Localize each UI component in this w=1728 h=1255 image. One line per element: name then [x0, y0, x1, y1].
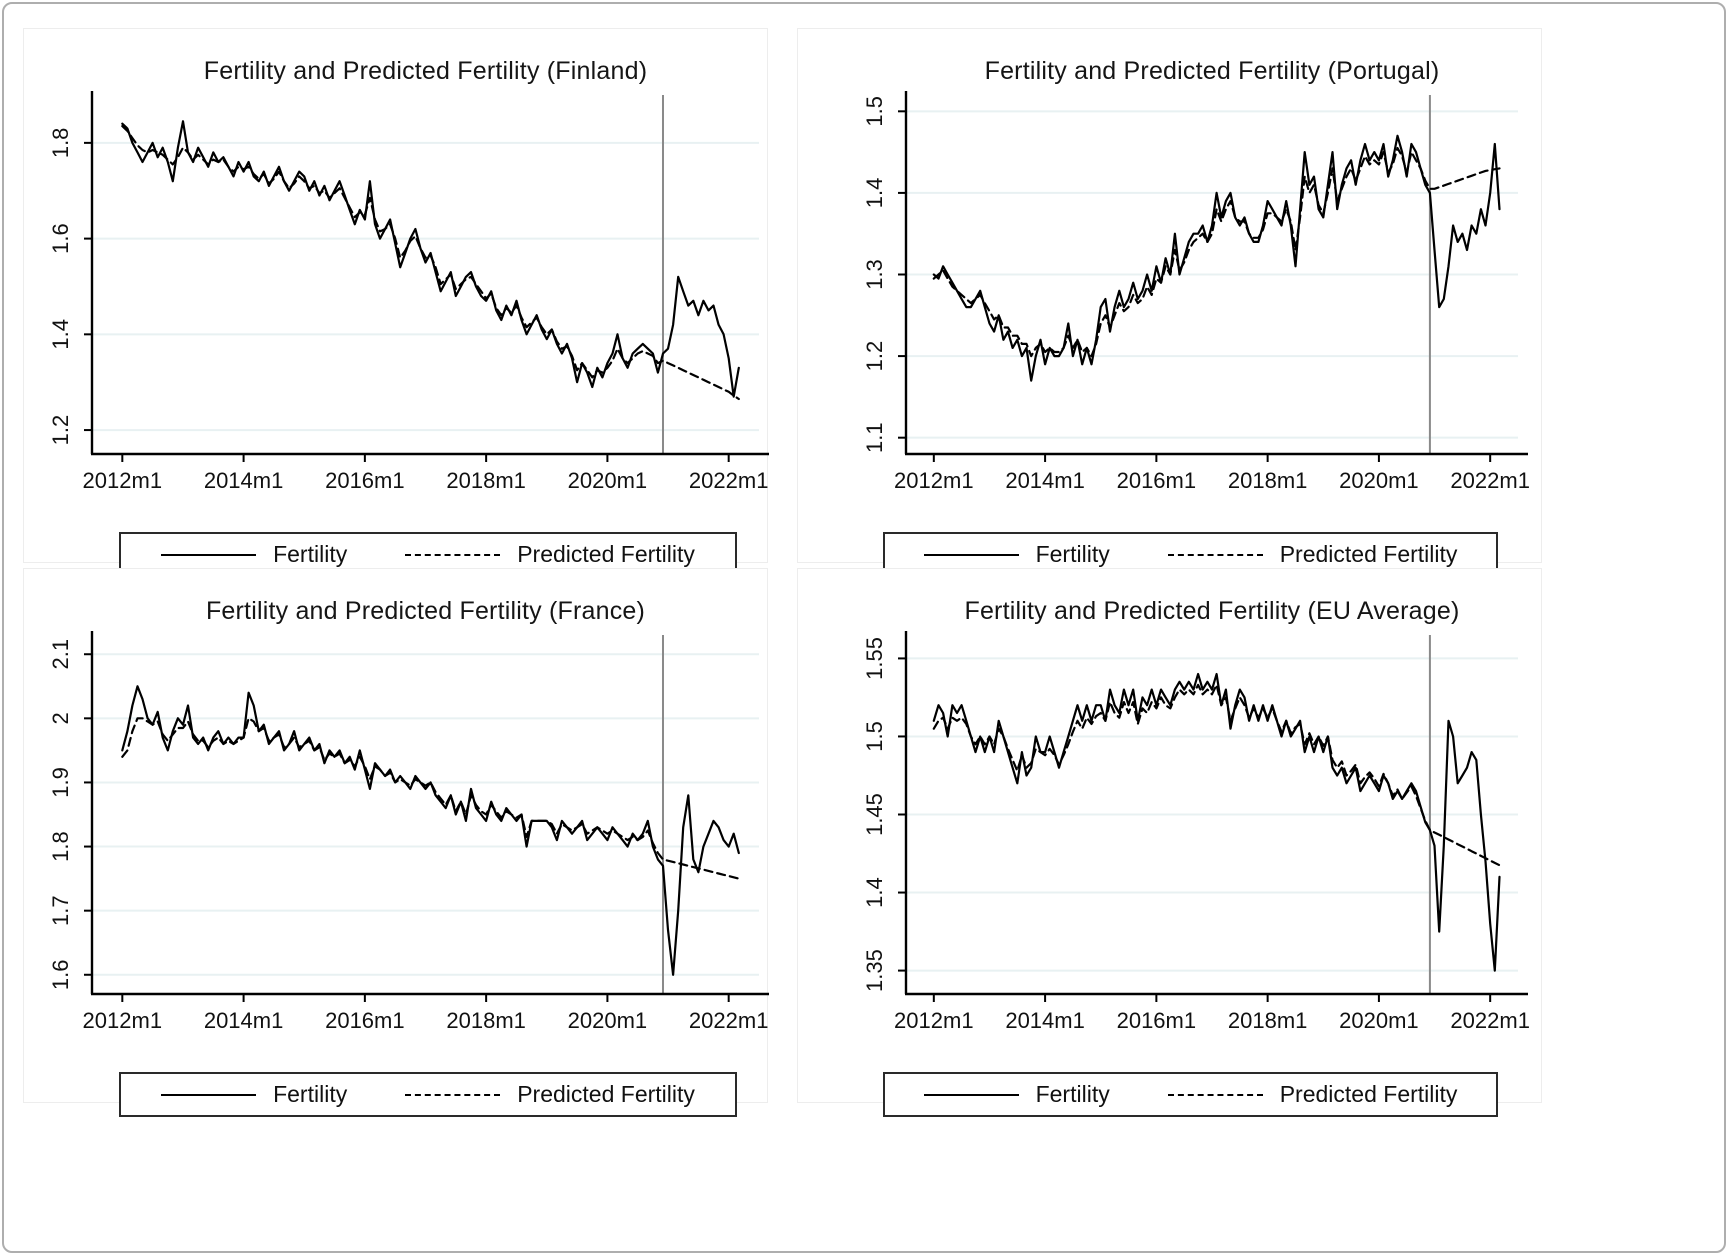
svg-text:1.3: 1.3: [862, 259, 887, 290]
svg-text:1.55: 1.55: [862, 637, 887, 680]
svg-text:1.6: 1.6: [48, 959, 73, 990]
svg-text:1.4: 1.4: [862, 178, 887, 209]
svg-text:2012m1: 2012m1: [894, 1008, 974, 1033]
svg-text:2016m1: 2016m1: [325, 468, 405, 493]
chart-title-finland: Fertility and Predicted Fertility (Finla…: [203, 57, 648, 85]
legend-label-predicted: Predicted Fertility: [517, 541, 695, 567]
panel-finland: Fertility and Predicted Fertility (Finla…: [23, 28, 769, 577]
predicted-line-sample: [405, 1093, 501, 1096]
legend-label-predicted: Predicted Fertility: [1279, 541, 1458, 567]
legend-label-predicted: Predicted Fertility: [517, 1081, 695, 1107]
svg-text:2022m1: 2022m1: [1450, 1008, 1530, 1033]
svg-text:1.4: 1.4: [48, 319, 73, 350]
fertility-line-sample: [923, 553, 1019, 556]
series-predicted-fertility: [121, 124, 740, 401]
panel-eu-average: Fertility and Predicted Fertility (EU Av…: [797, 568, 1542, 1117]
svg-text:1.5: 1.5: [862, 721, 887, 752]
svg-text:2012m1: 2012m1: [83, 1008, 163, 1033]
chart-title-france: Fertility and Predicted Fertility (Franc…: [205, 597, 646, 625]
svg-text:2022m1: 2022m1: [689, 1008, 769, 1033]
svg-text:2014m1: 2014m1: [204, 1008, 284, 1033]
svg-text:2014m1: 2014m1: [1005, 1008, 1085, 1033]
svg-text:2018m1: 2018m1: [1228, 1008, 1308, 1033]
panel-france: Fertility and Predicted Fertility (Franc…: [23, 568, 769, 1117]
svg-text:2018m1: 2018m1: [1228, 468, 1308, 493]
fertility-line-sample: [161, 1093, 257, 1096]
svg-text:2020m1: 2020m1: [568, 1008, 648, 1033]
svg-text:2016m1: 2016m1: [1117, 1008, 1197, 1033]
svg-text:2.1: 2.1: [48, 639, 73, 670]
legend-label-fertility: Fertility: [273, 541, 348, 567]
panel-portugal: Fertility and Predicted Fertility (Portu…: [797, 28, 1542, 577]
svg-text:2016m1: 2016m1: [325, 1008, 405, 1033]
legend-label-fertility: Fertility: [1035, 1081, 1110, 1107]
series-fertility: [121, 120, 740, 398]
plot-eu-average: 1.35 1.4 1.45 1.5 1.55 2012m1 2014m1 2016m1 2018…: [862, 631, 1530, 1033]
svg-text:2020m1: 2020m1: [1339, 1008, 1419, 1033]
predicted-line-sample: [405, 553, 501, 556]
svg-text:1.8: 1.8: [48, 831, 73, 862]
fertility-line-sample: [161, 553, 257, 556]
series-predicted-fertility: [121, 717, 740, 880]
legend-label-fertility: Fertility: [1035, 541, 1110, 567]
svg-text:2022m1: 2022m1: [689, 468, 769, 493]
svg-text:1.45: 1.45: [862, 793, 887, 836]
legend-box-france: Fertility Predicted Fertility: [119, 1072, 737, 1117]
plot-finland: 1.2 1.4 1.6 1.8 2012m1 2014m1 2016m1 2018m1 2020…: [48, 91, 769, 493]
series-fertility: [121, 685, 740, 976]
svg-text:1.5: 1.5: [862, 96, 887, 127]
svg-text:1.7: 1.7: [48, 895, 73, 926]
chart-title-eu-average: Fertility and Predicted Fertility (EU Av…: [964, 597, 1460, 625]
fertility-line-sample: [923, 1093, 1019, 1096]
svg-text:2022m1: 2022m1: [1450, 468, 1530, 493]
svg-text:2016m1: 2016m1: [1117, 468, 1197, 493]
predicted-line-sample: [1167, 553, 1263, 556]
svg-text:2014m1: 2014m1: [204, 468, 284, 493]
svg-text:2020m1: 2020m1: [1339, 468, 1419, 493]
legend-label-fertility: Fertility: [273, 1081, 348, 1107]
svg-text:1.6: 1.6: [48, 223, 73, 254]
svg-text:2018m1: 2018m1: [446, 468, 526, 493]
plot-portugal: 1.1 1.2 1.3 1.4 1.5 2012m1 2014m1 2016m1 2018m1 2…: [862, 91, 1530, 493]
svg-text:1.2: 1.2: [862, 341, 887, 372]
svg-text:2: 2: [48, 712, 73, 724]
svg-text:2012m1: 2012m1: [894, 468, 974, 493]
legend-label-predicted: Predicted Fertility: [1279, 1081, 1458, 1107]
svg-text:1.2: 1.2: [48, 415, 73, 446]
svg-text:1.35: 1.35: [862, 949, 887, 992]
series-predicted-fertility: [932, 683, 1501, 867]
legend-box-eu-average: Fertility Predicted Fertility: [883, 1072, 1498, 1117]
plot-france: 1.6 1.7 1.8 1.9 2 2.1 2012m1 2014m1 2016m1 2018m1…: [48, 631, 769, 1033]
svg-text:1.1: 1.1: [862, 422, 887, 453]
svg-text:2014m1: 2014m1: [1005, 468, 1085, 493]
series-fertility: [932, 134, 1501, 382]
series-predicted-fertility: [932, 146, 1501, 358]
chart-title-portugal: Fertility and Predicted Fertility (Portu…: [984, 57, 1440, 85]
svg-text:2018m1: 2018m1: [446, 1008, 526, 1033]
svg-text:2012m1: 2012m1: [83, 468, 163, 493]
svg-text:1.9: 1.9: [48, 767, 73, 798]
predicted-line-sample: [1167, 1093, 1263, 1096]
series-fertility: [932, 672, 1501, 972]
svg-text:1.8: 1.8: [48, 128, 73, 159]
svg-text:2020m1: 2020m1: [568, 468, 648, 493]
svg-text:1.4: 1.4: [862, 877, 887, 908]
